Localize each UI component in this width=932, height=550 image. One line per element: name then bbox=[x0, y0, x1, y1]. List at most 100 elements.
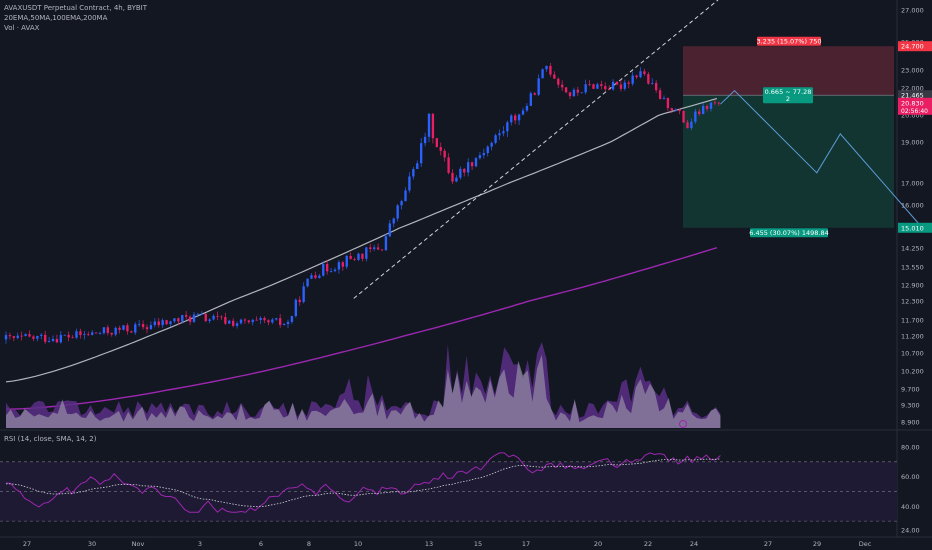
candle-body bbox=[580, 92, 583, 94]
candle-body bbox=[357, 253, 360, 260]
candle-body bbox=[212, 315, 215, 320]
candle-body bbox=[278, 318, 282, 325]
candle-body bbox=[196, 313, 200, 315]
candle-body bbox=[686, 122, 689, 129]
price-axis-label: 20.000 bbox=[901, 112, 924, 120]
candle-body bbox=[90, 332, 94, 335]
price-axis-label: 9.700 bbox=[901, 386, 920, 394]
candle-body bbox=[251, 319, 254, 323]
candle-body bbox=[184, 315, 188, 317]
time-axis-label: 30 bbox=[88, 540, 96, 548]
candle-body bbox=[306, 278, 309, 287]
candle-body bbox=[396, 205, 399, 219]
stop-price-tag-bg bbox=[898, 41, 932, 52]
candle-body bbox=[188, 316, 192, 322]
candle-body bbox=[83, 334, 86, 336]
price-axis-label: 10.200 bbox=[901, 368, 924, 376]
candle-body bbox=[619, 84, 623, 89]
candle-body bbox=[106, 327, 110, 333]
price-axis-label: 27.000 bbox=[901, 7, 924, 15]
time-axis-label: 22 bbox=[644, 540, 652, 548]
time-axis-label: 15 bbox=[474, 540, 482, 548]
time-axis-label: 17 bbox=[522, 540, 530, 548]
candle-body bbox=[32, 336, 35, 339]
candle-body bbox=[682, 110, 685, 123]
candle-body bbox=[235, 323, 239, 326]
candle-body bbox=[110, 332, 113, 335]
price-axis-label: 14.250 bbox=[901, 245, 924, 253]
candle-body bbox=[690, 121, 693, 129]
candle-body bbox=[560, 84, 564, 88]
candle-body bbox=[517, 114, 521, 121]
candle-body bbox=[380, 249, 384, 251]
candle-body bbox=[666, 97, 670, 109]
candle-body bbox=[349, 255, 352, 259]
candle-body bbox=[474, 158, 478, 167]
candle-body bbox=[521, 110, 525, 115]
candle-body bbox=[576, 89, 580, 93]
candle-body bbox=[635, 75, 638, 78]
event-marker-icon bbox=[679, 420, 687, 428]
candle-body bbox=[463, 168, 466, 173]
candle-body bbox=[255, 319, 258, 321]
risk-reward-label-bg bbox=[763, 87, 813, 104]
candle-body bbox=[224, 317, 227, 324]
candle-body bbox=[28, 334, 31, 337]
candle-body bbox=[662, 97, 666, 99]
candle-body bbox=[267, 320, 270, 323]
rsi-sma-line bbox=[6, 458, 721, 508]
candle-body bbox=[709, 102, 713, 109]
price-axis-label: 23.000 bbox=[901, 67, 924, 75]
time-axis-label: 3 bbox=[198, 540, 202, 548]
candle-body bbox=[541, 69, 544, 79]
candle-body bbox=[361, 253, 364, 259]
candle-body bbox=[623, 82, 627, 89]
candle-body bbox=[310, 275, 313, 279]
risk-reward-label-text: 2 bbox=[786, 95, 790, 103]
candle-body bbox=[353, 258, 356, 260]
candle-body bbox=[455, 177, 458, 182]
time-axis-label: 27 bbox=[23, 540, 31, 548]
candle-body bbox=[302, 286, 305, 303]
candle-body bbox=[294, 299, 298, 317]
current-price-tag: 20.830 bbox=[901, 99, 924, 107]
candle-body bbox=[333, 269, 337, 272]
candle-body bbox=[118, 327, 121, 330]
candle-body bbox=[439, 146, 442, 151]
candle-body bbox=[698, 111, 701, 115]
price-axis-label: 11.700 bbox=[901, 317, 924, 325]
candle-body bbox=[392, 218, 395, 224]
candle-body bbox=[674, 109, 677, 111]
moving-averages-legend: 20EMA,50MA,100EMA,200MA bbox=[4, 14, 108, 22]
candle-body bbox=[557, 78, 560, 85]
candle-body bbox=[451, 172, 454, 182]
candle-body bbox=[157, 321, 160, 326]
rsi-band bbox=[0, 461, 897, 522]
candle-body bbox=[98, 333, 102, 335]
price-axis-label: 8.900 bbox=[901, 419, 920, 427]
candle-body bbox=[51, 338, 55, 342]
candle-body bbox=[427, 113, 431, 137]
candle-body bbox=[67, 334, 70, 338]
time-axis-label: 29 bbox=[813, 540, 821, 548]
candle-body bbox=[537, 78, 540, 95]
candle-body bbox=[169, 321, 172, 325]
candle-body bbox=[631, 75, 634, 84]
entry-price-tag: 21.465 bbox=[901, 92, 924, 100]
ma200-line bbox=[5, 247, 718, 410]
candle-body bbox=[43, 334, 47, 342]
candle-body bbox=[87, 334, 90, 335]
candle-body bbox=[122, 325, 125, 330]
candle-body bbox=[607, 89, 611, 90]
candle-body bbox=[231, 320, 235, 326]
candle-body bbox=[400, 201, 403, 206]
stop-distance-label-text: 3.235 (15.07%) 750 bbox=[756, 38, 821, 46]
candle-body bbox=[200, 313, 204, 315]
candle-body bbox=[376, 247, 380, 250]
candle-body bbox=[651, 83, 654, 84]
candle-body bbox=[47, 341, 51, 342]
candle-body bbox=[59, 334, 63, 343]
time-axis-label: 20 bbox=[594, 540, 602, 548]
candle-body bbox=[694, 111, 697, 122]
